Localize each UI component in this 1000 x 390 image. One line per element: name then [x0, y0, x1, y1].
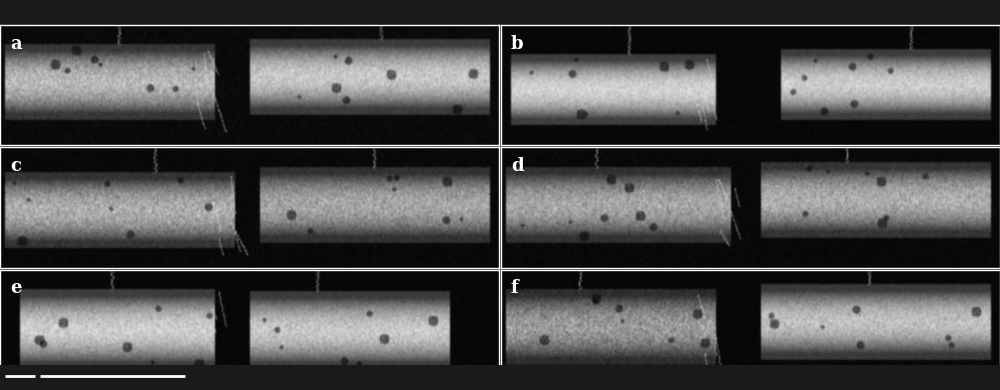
Text: c: c [10, 157, 21, 175]
Text: d: d [511, 157, 524, 175]
Text: e: e [10, 279, 21, 297]
Text: b: b [511, 35, 524, 53]
Text: f: f [511, 279, 519, 297]
Text: a: a [10, 35, 22, 53]
